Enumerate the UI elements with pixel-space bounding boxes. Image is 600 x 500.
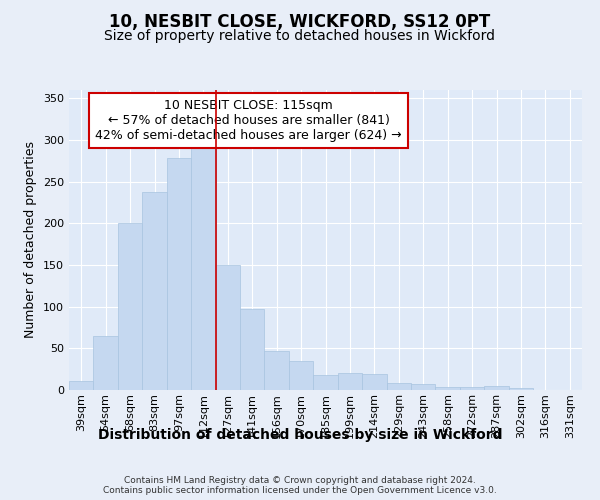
Bar [460, 386, 484, 390]
Bar [69, 381, 94, 390]
Bar [338, 374, 362, 390]
Bar [509, 388, 533, 390]
Bar [436, 386, 460, 390]
Text: Contains HM Land Registry data © Crown copyright and database right 2024.
Contai: Contains HM Land Registry data © Crown c… [103, 476, 497, 495]
Bar [411, 384, 436, 390]
Text: Size of property relative to detached houses in Wickford: Size of property relative to detached ho… [104, 29, 496, 43]
Text: Distribution of detached houses by size in Wickford: Distribution of detached houses by size … [98, 428, 502, 442]
Bar [142, 192, 167, 390]
Bar [94, 336, 118, 390]
Bar [265, 351, 289, 390]
Bar [118, 224, 142, 390]
Bar [313, 375, 338, 390]
Bar [215, 265, 240, 390]
Bar [386, 384, 411, 390]
Text: 10, NESBIT CLOSE, WICKFORD, SS12 0PT: 10, NESBIT CLOSE, WICKFORD, SS12 0PT [109, 14, 491, 32]
Bar [167, 158, 191, 390]
Bar [191, 148, 215, 390]
Bar [484, 386, 509, 390]
Bar [362, 374, 386, 390]
Bar [289, 361, 313, 390]
Bar [240, 309, 265, 390]
Y-axis label: Number of detached properties: Number of detached properties [25, 142, 37, 338]
Text: 10 NESBIT CLOSE: 115sqm
← 57% of detached houses are smaller (841)
42% of semi-d: 10 NESBIT CLOSE: 115sqm ← 57% of detache… [95, 99, 402, 142]
